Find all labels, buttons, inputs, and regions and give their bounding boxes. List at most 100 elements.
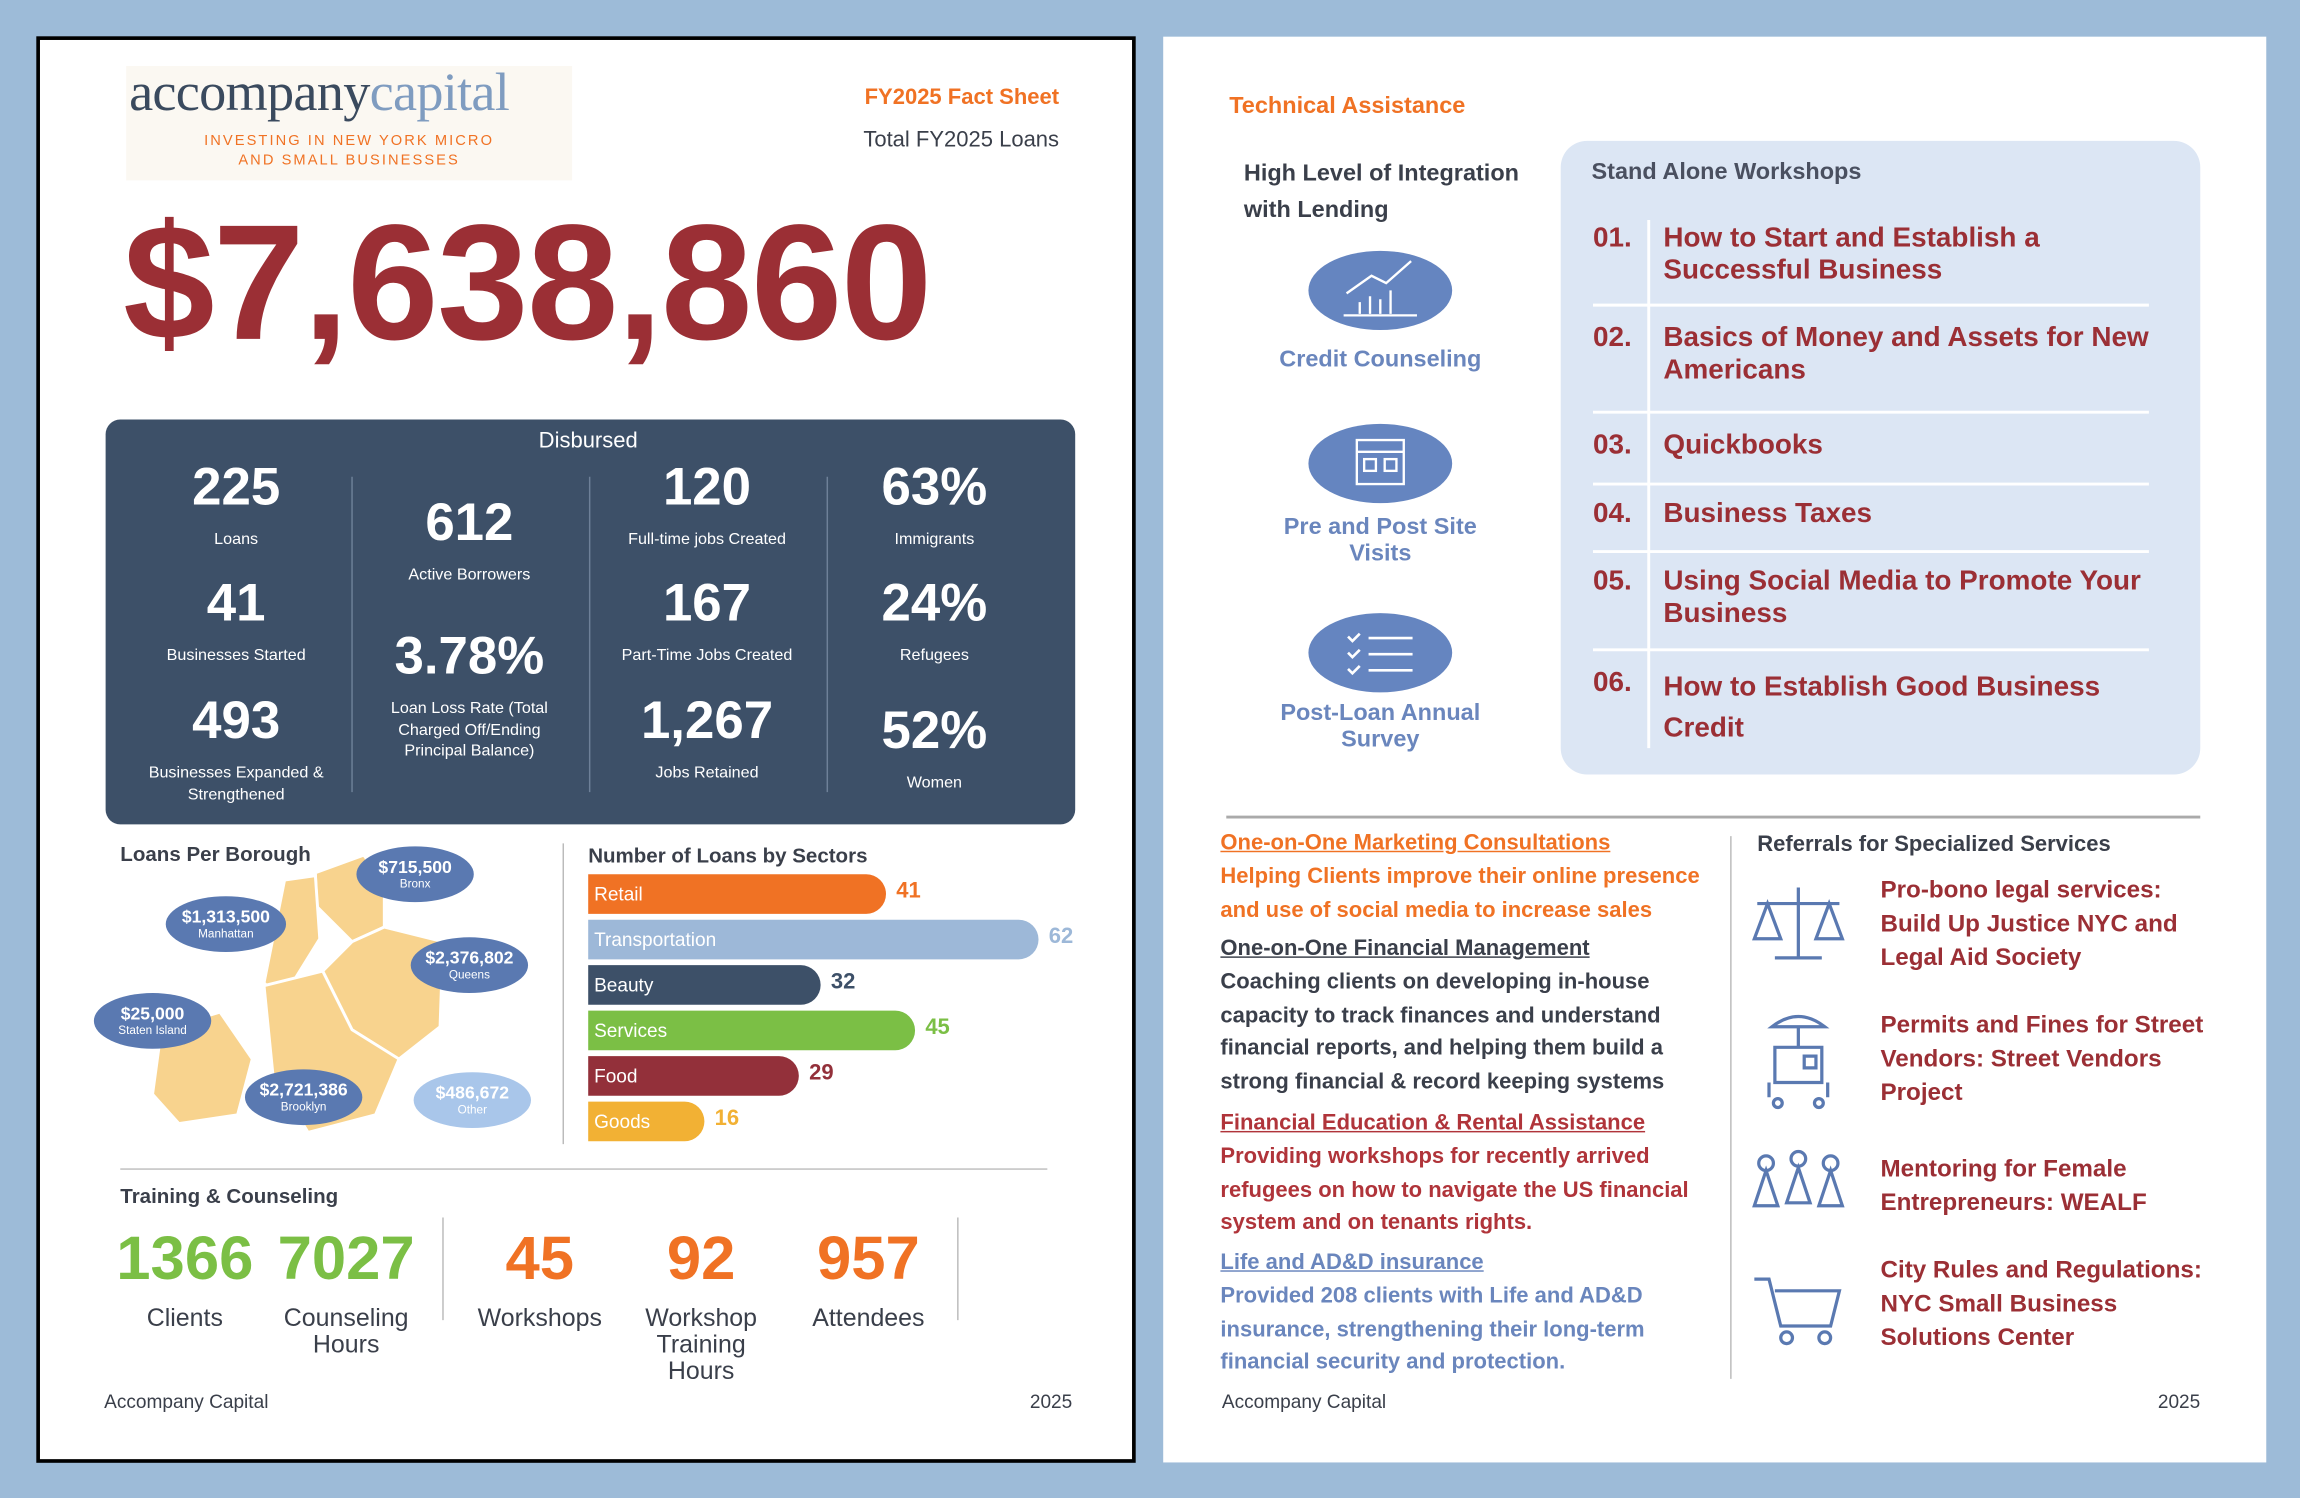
- referral-item: City Rules and Regulations: NYC Small Bu…: [1880, 1257, 2202, 1351]
- bar: [588, 965, 821, 1005]
- bar-category: Food: [594, 1067, 637, 1088]
- training-value: 92: [666, 1223, 736, 1293]
- workshop-title: How to Start and Establish a Successful …: [1663, 222, 2040, 287]
- training-label: Workshop Training Hours: [645, 1304, 758, 1385]
- workshop-title: Using Social Media to Promote Your Busin…: [1663, 566, 2141, 630]
- service-description: Provided 208 clients with Life and AD&D …: [1220, 1283, 1645, 1376]
- workshop-dividers: [1592, 220, 2149, 749]
- workshop-number: 05.: [1592, 566, 1632, 598]
- bar-category: Beauty: [594, 976, 654, 997]
- section-title: Training & Counseling: [120, 1183, 339, 1208]
- service-title: One-on-One Marketing Consultations: [1220, 830, 1611, 856]
- stat-value: 612: [425, 491, 514, 552]
- referral-item: Mentoring for Female Entrepreneurs: WEAL…: [1880, 1155, 2147, 1217]
- integration-item: Post-Loan Annual Survey: [1280, 701, 1481, 753]
- total-label: Total FY2025 Loans: [863, 127, 1060, 153]
- service-title: Life and AD&D insurance: [1220, 1249, 1484, 1275]
- workshop-title: How to Establish Good Business Credit: [1663, 671, 2101, 744]
- tagline: INVESTING IN NEW YORK MICRO AND SMALL BU…: [204, 133, 495, 169]
- section-title: Referrals for Specialized Services: [1757, 831, 2111, 857]
- bar-category: Retail: [594, 885, 643, 906]
- doc-title: FY2025 Fact Sheet: [864, 85, 1060, 111]
- bar-value: 41: [896, 878, 920, 903]
- stat-label: Businesses Started: [166, 646, 306, 665]
- borough-amount: $25,000: [120, 1003, 185, 1024]
- stat-value: 63%: [881, 456, 988, 517]
- integration-item: Pre and Post Site Visits: [1283, 514, 1477, 567]
- service-description: Helping Clients improve their online pre…: [1220, 863, 1700, 923]
- workshop-number: 06.: [1592, 667, 1632, 699]
- stat-label: Active Borrowers: [408, 566, 531, 584]
- training-value: 1366: [116, 1223, 254, 1293]
- bar: [588, 1056, 799, 1096]
- workshop-title: Quickbooks: [1663, 429, 1823, 461]
- subsection-title: High Level of Integration with Lending: [1243, 161, 1520, 223]
- service-title: One-on-One Financial Management: [1220, 935, 1590, 961]
- stat-value: 1,267: [640, 689, 774, 750]
- footer-text: 2025: [2157, 1390, 2201, 1413]
- workshops-panel: [1560, 140, 2201, 775]
- workshop-number: 01.: [1592, 222, 1632, 254]
- stat-value: 52%: [881, 699, 988, 760]
- bar: [588, 1010, 916, 1051]
- borough-amount: $715,500: [378, 856, 452, 878]
- borough-amount: $2,721,386: [259, 1079, 348, 1101]
- borough-name: Brooklyn: [280, 1100, 327, 1114]
- section-title: Loans Per Borough: [120, 841, 311, 866]
- service-description: Providing workshops for recently arrived…: [1220, 1144, 1689, 1236]
- stat-value: 493: [192, 689, 281, 750]
- training-value: 7027: [277, 1223, 415, 1293]
- training-value: 45: [505, 1223, 575, 1293]
- stat-value: 225: [192, 456, 281, 517]
- borough-amount: $1,313,500: [181, 906, 270, 928]
- logo-box: [126, 66, 573, 181]
- bar-value: 16: [715, 1105, 739, 1130]
- integration-icons: [1308, 250, 1453, 693]
- training-label: Counseling Hours: [283, 1304, 409, 1359]
- bar: [588, 874, 886, 914]
- borough-bubbles: [93, 846, 531, 1128]
- workshop-number: 04.: [1592, 498, 1632, 530]
- bar: [588, 1101, 705, 1142]
- borough-amount: $2,376,802: [425, 947, 514, 969]
- footer-text: Accompany Capital: [1221, 1390, 1387, 1413]
- workshop-title: Business Taxes: [1663, 498, 1873, 530]
- service-description: Coaching clients on developing in-house …: [1220, 969, 1665, 1095]
- total-amount: $7,638,860: [123, 190, 932, 375]
- disbursed-dividers: [351, 476, 829, 793]
- chart-title: Number of Loans by Sectors: [588, 845, 867, 868]
- stat-value: 167: [662, 572, 752, 633]
- logo: accompanycapital: [129, 62, 510, 125]
- stat-label: Businesses Expanded & Strengthened: [148, 764, 324, 804]
- panel-title: Disbursed: [538, 428, 638, 454]
- subsection-title: Stand Alone Workshops: [1591, 159, 1862, 185]
- integration-item: Credit Counseling: [1279, 347, 1482, 373]
- stat-label: Immigrants: [894, 530, 975, 549]
- training-label: Workshops: [477, 1304, 602, 1332]
- bar-category: Goods: [594, 1112, 650, 1133]
- section-title: Technical Assistance: [1229, 93, 1466, 119]
- stat-label: Refugees: [899, 646, 969, 665]
- bar-category: Transportation: [594, 930, 716, 951]
- bar: [588, 919, 1039, 960]
- borough-amount: $486,672: [435, 1082, 510, 1104]
- stat-label: Loan Loss Rate (Total Charged Off/Ending…: [390, 699, 548, 761]
- bar-value: 62: [1049, 923, 1073, 948]
- borough-name: Staten Island: [118, 1023, 187, 1038]
- borough-name: Other: [457, 1103, 487, 1117]
- bar-value: 29: [809, 1060, 833, 1085]
- referral-item: Permits and Fines for Street Vendors: St…: [1880, 1012, 2204, 1106]
- training-value: 957: [816, 1223, 920, 1293]
- stat-value: 24%: [881, 572, 988, 633]
- stat-label: Loans: [214, 530, 259, 549]
- workshop-number: 03.: [1592, 429, 1632, 461]
- service-title: Financial Education & Rental Assistance: [1220, 1110, 1646, 1136]
- stat-label: Part-Time Jobs Created: [621, 646, 793, 665]
- borough-name: Bronx: [399, 877, 431, 891]
- logo-word: accompany: [129, 63, 370, 124]
- bar-value: 45: [925, 1014, 949, 1039]
- footer-text: Accompany Capital: [104, 1390, 269, 1413]
